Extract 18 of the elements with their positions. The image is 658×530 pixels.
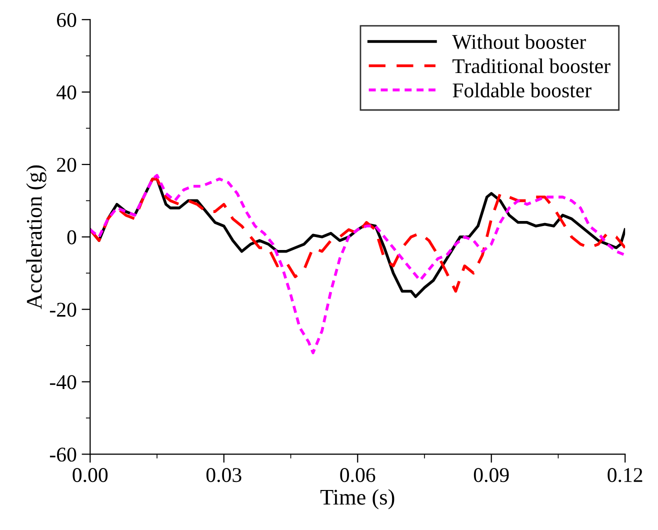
legend-label: Foldable booster [452, 82, 592, 98]
legend-label: Without booster [452, 34, 586, 50]
y-tick-label: 40 [56, 85, 76, 100]
x-tick-label: 0.09 [474, 468, 509, 482]
y-tick-label: -60 [50, 448, 76, 462]
x-tick-label: 0.03 [206, 468, 242, 482]
x-axis-title: Time (s) [320, 489, 394, 510]
x-tick-label: 0.00 [72, 468, 108, 482]
y-tick-label: -40 [50, 375, 76, 390]
x-tick-label: 0.06 [340, 468, 376, 482]
line-series [90, 174, 626, 354]
x-tick-label: 0.12 [608, 468, 642, 482]
y-tick-label: 20 [57, 158, 76, 172]
y-tick-label: 0 [67, 230, 76, 244]
y-axis-title: Acceleration (g) [26, 165, 46, 310]
y-tick-label: -20 [50, 302, 76, 317]
y-tick-label: 60 [57, 12, 76, 28]
legend-label: Traditional booster [452, 58, 610, 74]
